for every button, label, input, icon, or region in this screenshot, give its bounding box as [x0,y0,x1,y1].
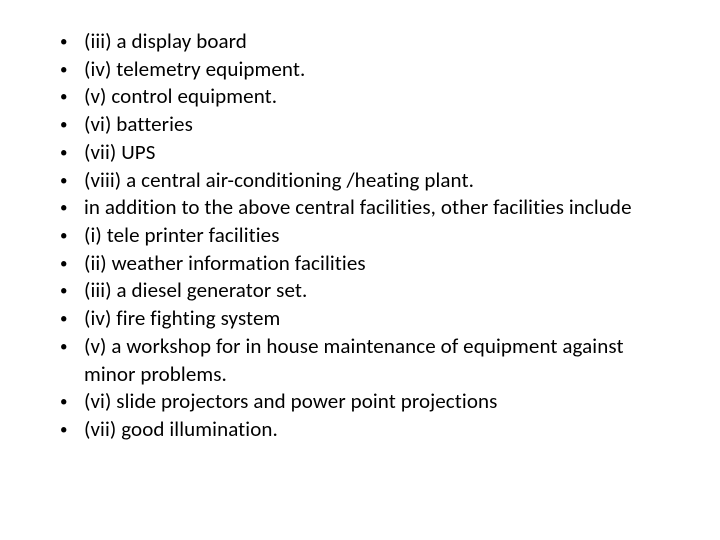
list-item: (vii) good illumination. [48,416,672,444]
list-item: (vi) slide projectors and power point pr… [48,388,672,416]
list-item: (iii) a diesel generator set. [48,277,672,305]
list-item: (i) tele printer facilities [48,222,672,250]
list-item: (vii) UPS [48,139,672,167]
list-item: (ii) weather information facilities [48,250,672,278]
list-item: (v) a workshop for in house maintenance … [48,333,672,388]
list-item: (iv) fire fighting system [48,305,672,333]
list-item: (iv) telemetry equipment. [48,56,672,84]
list-item: (vi) batteries [48,111,672,139]
list-item: (iii) a display board [48,28,672,56]
list-item: (v) control equipment. [48,83,672,111]
bullet-list: (iii) a display board (iv) telemetry equ… [48,28,672,444]
list-item: (viii) a central air-conditioning /heati… [48,167,672,195]
list-item: in addition to the above central facilit… [48,194,672,222]
